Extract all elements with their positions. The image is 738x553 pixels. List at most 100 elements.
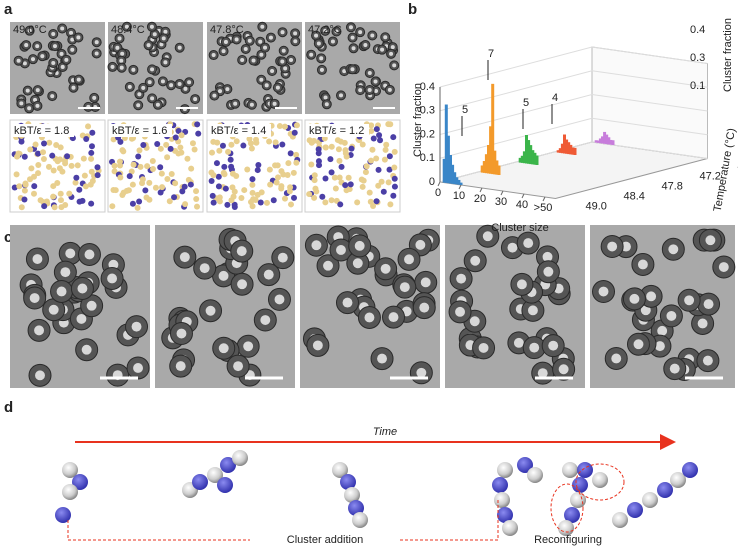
addition-bracket	[67, 500, 499, 541]
sim-bead	[172, 180, 179, 187]
annotation: 4	[552, 92, 558, 104]
particle-core	[370, 33, 375, 38]
particle-core	[283, 66, 288, 71]
particle-core	[70, 47, 75, 52]
particle-core	[363, 43, 368, 48]
sim-bead	[263, 199, 270, 206]
sim-bead	[308, 139, 315, 146]
particle-core	[319, 67, 324, 72]
particle-core	[319, 56, 324, 61]
sim-bead	[88, 200, 95, 207]
sim-bead	[336, 157, 343, 164]
sim-bead	[30, 190, 37, 197]
particle-core	[236, 246, 247, 257]
particle-core	[110, 64, 115, 69]
particle-core	[60, 26, 65, 31]
sim-bead	[31, 173, 38, 180]
sim-bead	[359, 141, 366, 148]
bead	[352, 512, 368, 528]
reconfig-label: Reconfiguring	[534, 534, 602, 546]
particle-core	[705, 235, 716, 246]
sim-bead	[332, 185, 339, 192]
particle-core	[338, 93, 344, 98]
particle-core	[60, 64, 65, 69]
particle-core	[124, 24, 129, 29]
sim-bead	[164, 176, 171, 183]
particle-core	[94, 51, 99, 56]
particle-core	[469, 316, 480, 327]
bead	[642, 492, 658, 508]
particle-core	[177, 81, 182, 87]
sim-bead	[231, 204, 238, 211]
particle-core	[455, 306, 465, 317]
particle-core	[176, 328, 187, 339]
sim-bead	[342, 182, 349, 189]
particle-core	[611, 353, 622, 364]
sim-bead	[266, 138, 273, 145]
sim-bead	[129, 181, 136, 188]
particle-core	[233, 101, 238, 106]
sim-bead	[328, 143, 335, 150]
particle-core	[621, 241, 631, 252]
particle-core	[364, 312, 375, 323]
particle-core	[640, 305, 651, 316]
particle-core	[161, 36, 166, 41]
particle-core	[380, 47, 385, 52]
particle-core	[629, 293, 640, 304]
sim-bead	[73, 174, 80, 181]
sim-bead	[334, 137, 341, 144]
particle-core	[358, 88, 363, 93]
sim-bead	[281, 195, 288, 202]
particle-core	[415, 239, 426, 250]
z-tick-label: 48.4	[624, 190, 645, 202]
bead	[344, 487, 360, 503]
particle-core	[281, 48, 286, 53]
sim-bead	[219, 142, 226, 149]
sim-bead	[21, 196, 28, 203]
sim-bead	[152, 184, 159, 191]
sim-bead	[164, 154, 171, 161]
bead	[332, 462, 348, 478]
particle-core	[149, 24, 154, 29]
particle-core	[548, 340, 559, 351]
sim-bead	[140, 142, 147, 149]
particle-core	[654, 341, 665, 352]
particle-core	[27, 106, 32, 111]
panel-label: d	[4, 399, 13, 416]
bead	[217, 477, 233, 493]
particle-core	[155, 102, 160, 107]
particle-core	[193, 97, 198, 102]
particle-core	[268, 35, 273, 40]
sim-bead	[373, 198, 380, 205]
particle-core	[32, 254, 43, 264]
sim-bead	[181, 183, 188, 190]
particle-core	[390, 45, 395, 50]
bar	[556, 150, 560, 153]
bead	[502, 520, 518, 536]
sim-bead	[157, 145, 164, 152]
sim-bead	[267, 181, 274, 188]
bar	[459, 182, 463, 185]
bar	[451, 164, 455, 184]
sim-bead	[390, 192, 397, 199]
y2-tick-label: 0.3	[690, 52, 705, 64]
particle-core	[16, 58, 21, 63]
particle-core	[543, 266, 554, 277]
temperature: 49.0°C	[13, 24, 47, 36]
particle-core	[51, 31, 56, 37]
particle-core	[348, 25, 353, 30]
sim-bead	[240, 142, 247, 149]
sim-bead	[188, 165, 195, 172]
sim-bead	[18, 138, 25, 145]
sim-bead	[15, 150, 22, 157]
sim-bead	[285, 160, 292, 167]
bar	[491, 83, 495, 175]
sim-bead	[293, 159, 300, 166]
sim-bead	[366, 189, 373, 196]
particle-core	[218, 270, 229, 281]
sim-bead	[166, 198, 173, 205]
sim-bead	[149, 158, 156, 165]
particle-core	[240, 57, 245, 63]
particle-core	[260, 24, 265, 29]
particle-core	[527, 305, 538, 316]
